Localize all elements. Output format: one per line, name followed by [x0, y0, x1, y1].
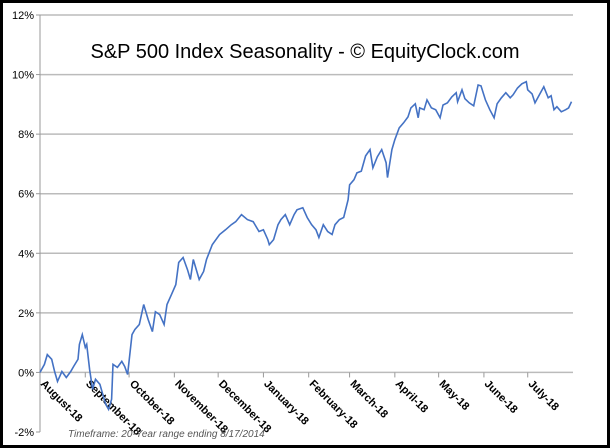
y-tick-label: 0% — [18, 367, 34, 379]
x-tick-label: March-18 — [347, 378, 390, 421]
y-tick-label: 4% — [18, 248, 34, 260]
series-line — [39, 80, 573, 412]
x-tick-label: April-18 — [393, 378, 430, 415]
y-tick-label: 6% — [18, 189, 34, 201]
gridlines — [40, 14, 573, 374]
y-tick-label: 10% — [12, 70, 34, 82]
x-tick-label: January-18 — [261, 378, 311, 428]
y-tick-label: -2% — [14, 427, 34, 439]
x-tick-label: June-18 — [482, 378, 520, 416]
y-tick-label: 12% — [12, 10, 34, 22]
y-tick-label: 8% — [18, 129, 34, 141]
chart-title: S&P 500 Index Seasonality - © EquityCloc… — [90, 41, 519, 63]
x-tick-label: July-18 — [526, 378, 561, 413]
x-tick-label: August-18 — [38, 378, 85, 425]
x-tick-label: May-18 — [437, 378, 472, 413]
footnote: Timeframe: 20-Year range ending 8/17/201… — [68, 429, 265, 440]
y-axis: -2% 0% 2% 4% 6% 8% 10% 12% — [12, 10, 41, 439]
y-tick-label: 2% — [18, 308, 34, 320]
